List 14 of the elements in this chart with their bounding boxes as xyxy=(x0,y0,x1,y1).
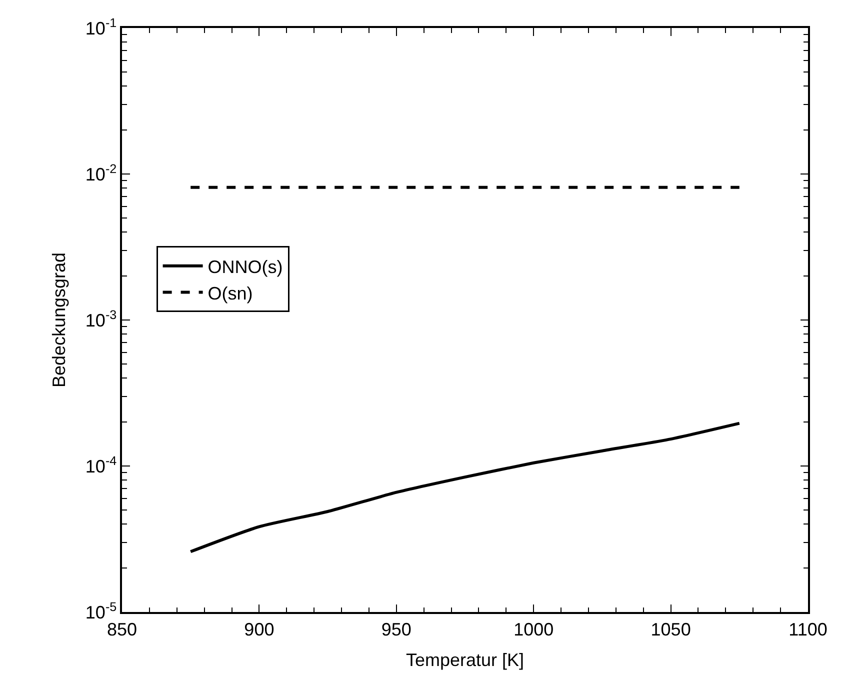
legend-label: ONNO(s) xyxy=(208,256,283,277)
x-axis-title: Temperatur [K] xyxy=(406,650,524,670)
x-tick-label: 1000 xyxy=(514,619,554,640)
y-tick-label: 10$^{-4}$ xyxy=(85,454,117,476)
legend-label: O(sn) xyxy=(208,283,253,304)
x-tick-label: 950 xyxy=(381,619,412,640)
x-tick-label: 900 xyxy=(244,619,274,640)
y-tick-label: 10$^{-2}$ xyxy=(85,162,117,184)
y-tick-label: 10$^{-3}$ xyxy=(85,308,117,330)
y-tick-label: 10$^{-1}$ xyxy=(85,16,117,38)
x-tick-label: 1100 xyxy=(788,619,828,640)
line-series xyxy=(189,422,741,554)
x-tick-label: 1050 xyxy=(650,619,691,640)
y-axis-title: Bedeckungsgrad xyxy=(49,252,70,388)
